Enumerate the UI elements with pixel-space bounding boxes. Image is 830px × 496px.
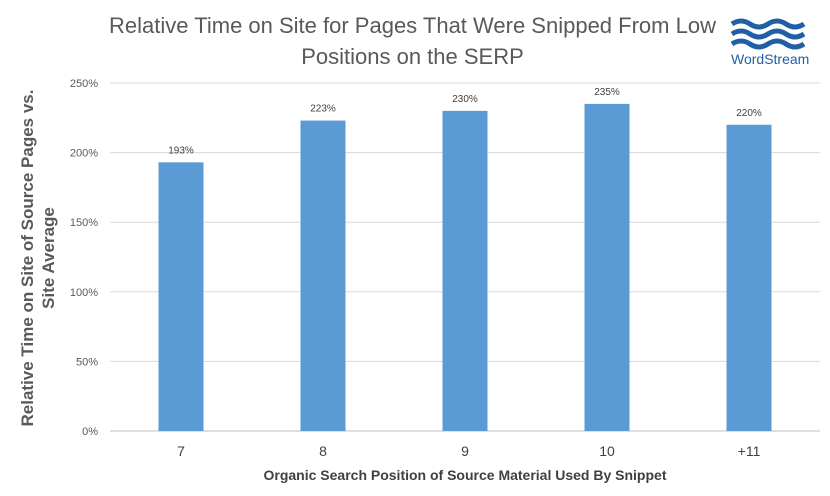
bar — [158, 162, 204, 431]
x-tick-label: 10 — [599, 443, 615, 459]
bar — [726, 124, 772, 431]
x-tick-label: 8 — [319, 443, 327, 459]
data-label: 230% — [452, 94, 478, 105]
logo-text: WordStream — [731, 51, 810, 67]
chart-title-line-2: Positions on the SERP — [301, 44, 524, 69]
x-axis-label: Organic Search Position of Source Materi… — [263, 467, 667, 483]
chart-title-line-1: Relative Time on Site for Pages That Wer… — [109, 13, 716, 38]
data-label: 235% — [594, 87, 620, 98]
data-label: 220% — [736, 108, 762, 119]
wordstream-logo-icon — [730, 18, 806, 50]
y-tick-label: 200% — [70, 148, 98, 160]
y-tick-label: 150% — [70, 217, 98, 229]
x-tick-label: 9 — [461, 443, 469, 459]
bar — [300, 120, 346, 432]
bar — [442, 110, 488, 431]
data-label: 193% — [168, 145, 194, 156]
data-label: 223% — [310, 104, 336, 115]
chart-title: Relative Time on Site for Pages That Wer… — [95, 10, 730, 72]
y-tick-label: 0% — [82, 426, 98, 438]
y-tick-label: 250% — [70, 78, 98, 90]
x-tick-label: +11 — [738, 443, 761, 459]
y-tick-label: 100% — [70, 287, 98, 299]
x-tick-label: 7 — [177, 443, 185, 459]
bar — [584, 103, 630, 431]
y-tick-label: 50% — [76, 356, 98, 368]
